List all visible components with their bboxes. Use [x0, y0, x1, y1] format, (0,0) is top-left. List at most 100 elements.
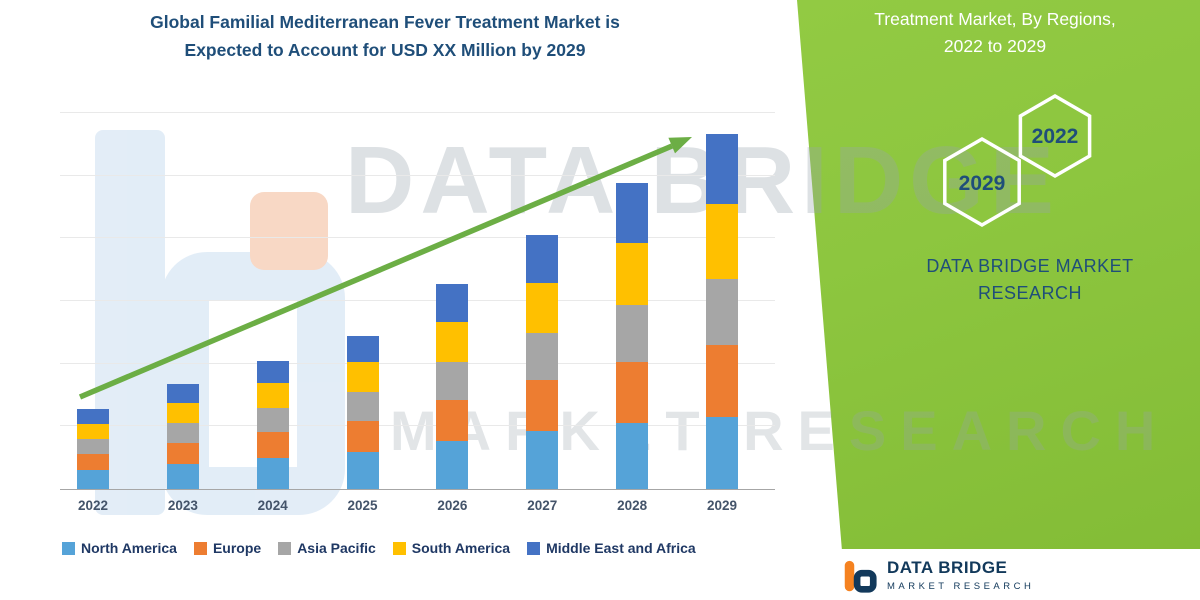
bar-segment-2027-asia-pacific [526, 333, 559, 380]
brand-text: DATA BRIDGE MARKET RESEARCH [870, 253, 1190, 307]
chart-title: Global Familial Mediterranean Fever Trea… [40, 8, 730, 64]
brand-text-line2: RESEARCH [977, 283, 1083, 303]
bar-segment-2027-europe [526, 380, 559, 431]
x-axis-label-2026: 2026 [437, 498, 468, 513]
watermark-text-bottom: MARKET RESEARCH [390, 399, 1170, 462]
bar-segment-2022-europe [77, 454, 109, 470]
bar-segment-2028-middle-east-and-africa [616, 183, 649, 243]
footer-logo-subtitle: MARKET RESEARCH [887, 581, 1035, 592]
bar-segment-2028-south-america [616, 243, 649, 305]
legend-swatch [278, 541, 292, 555]
legend-label: South America [411, 540, 511, 556]
bar-segment-2029-north-america [706, 417, 738, 489]
bar-segment-2025-asia-pacific [346, 392, 379, 421]
gridline [60, 425, 775, 427]
plot-area [60, 112, 775, 490]
legend-swatch [193, 541, 207, 555]
hexagon-2029 [943, 136, 1021, 228]
chart-legend: North America Europe Asia Pacific South Ame… [62, 540, 792, 556]
gridline [60, 362, 775, 364]
bar-segment-2022-north-america [77, 470, 109, 489]
bar-segment-2023-south-america [166, 403, 199, 423]
bar-segment-2028-europe [616, 362, 649, 423]
gridline [60, 237, 775, 239]
bar-segment-2023-north-america [166, 464, 199, 489]
bar-segment-2026-south-america [436, 322, 469, 362]
x-axis-label-2029: 2029 [706, 498, 738, 513]
bar-segment-2025-europe [346, 421, 379, 452]
bar-2027 [526, 235, 559, 489]
legend-item-asia-pacific: Asia Pacific [278, 540, 376, 556]
bar-2026 [436, 284, 469, 489]
x-axis-label-2023: 2023 [167, 498, 198, 513]
bar-2024 [256, 361, 289, 489]
bar-segment-2024-asia-pacific [256, 408, 289, 432]
hexagon-2022 [1018, 93, 1092, 179]
legend-label: Asia Pacific [297, 540, 376, 556]
logo-orange-bar [844, 560, 855, 592]
bar-segment-2023-asia-pacific [166, 423, 199, 443]
footer-logo: DATA BRIDGE MARKET RESEARCH [840, 558, 1034, 596]
legend-item-north-america: North America [62, 540, 177, 556]
legend-item-europe: Europe [193, 540, 262, 556]
footer-logo-text: DATA BRIDGE MARKET RESEARCH [887, 558, 1034, 592]
bar-segment-2023-middle-east-and-africa [166, 384, 199, 403]
bar-segment-2026-asia-pacific [436, 362, 469, 400]
legend-label: North America [81, 540, 177, 556]
bar-segment-2029-asia-pacific [706, 279, 738, 345]
chart-title-line1: Global Familial Mediterranean Fever Trea… [150, 12, 620, 32]
hexagon-2029-label: 2029 [959, 172, 1006, 195]
year-hexagons: 2022 2029 [943, 93, 1092, 228]
bar-segment-2027-south-america [526, 283, 559, 333]
bar-segment-2022-south-america [77, 424, 109, 439]
bar-segment-2029-south-america [706, 204, 738, 279]
panel-heading-line2: 2022 to 2029 [943, 36, 1047, 57]
bar-segment-2025-north-america [346, 452, 379, 489]
bar-2028 [616, 183, 649, 489]
bar-segment-2028-north-america [616, 423, 649, 489]
gridline [60, 300, 775, 301]
brand-text-line1: DATA BRIDGE MARKET [926, 256, 1134, 276]
x-axis-label-2022: 2022 [77, 498, 109, 513]
bar-segment-2026-middle-east-and-africa [436, 284, 469, 322]
bar-segment-2028-asia-pacific [616, 305, 649, 362]
bar-2023 [166, 384, 199, 489]
x-axis-labels: 2022 2023 2024 2025 2026 2027 2028 2029 [60, 498, 775, 518]
gridline [60, 112, 775, 113]
legend-item-middle-east-and-africa: Middle East and Africa [527, 540, 696, 556]
bar-segment-2027-north-america [526, 431, 559, 489]
legend-item-south-america: South America [392, 540, 511, 556]
panel-heading: Treatment Market, By Regions, 2022 to 20… [840, 6, 1150, 60]
legend-label: Middle East and Africa [546, 540, 696, 556]
legend-swatch [62, 541, 75, 555]
bar-segment-2022-middle-east-and-africa [77, 409, 109, 424]
bar-segment-2029-middle-east-and-africa [706, 134, 738, 204]
bar-segment-2025-middle-east-and-africa [346, 336, 379, 362]
bar-segment-2022-asia-pacific [77, 439, 109, 454]
panel-heading-line1: Treatment Market, By Regions, [874, 9, 1116, 29]
legend-swatch [392, 541, 406, 555]
legend-swatch [527, 541, 541, 555]
gridline [60, 174, 775, 176]
bar-segment-2027-middle-east-and-africa [526, 235, 559, 283]
x-axis-label-2028: 2028 [617, 498, 648, 513]
bar-2022 [77, 409, 109, 489]
bar-segment-2024-middle-east-and-africa [256, 361, 289, 383]
bar-segment-2024-south-america [256, 383, 289, 408]
data-bridge-logo-icon [844, 560, 877, 593]
bar-segment-2026-europe [436, 400, 469, 441]
legend-label: Europe [212, 540, 262, 556]
bar-segment-2024-north-america [256, 458, 289, 489]
bar-segment-2026-north-america [436, 441, 469, 489]
x-axis-label-2024: 2024 [257, 498, 288, 513]
bar-segment-2023-europe [166, 443, 199, 464]
logo-blue-ring [853, 569, 877, 593]
bar-2025 [346, 336, 379, 489]
bar-segment-2029-europe [706, 345, 738, 417]
x-axis-label-2027: 2027 [527, 498, 558, 513]
x-axis-label-2025: 2025 [347, 498, 378, 513]
bar-2029 [706, 134, 738, 489]
bar-segment-2024-europe [256, 432, 289, 458]
bar-segment-2025-south-america [346, 362, 379, 392]
